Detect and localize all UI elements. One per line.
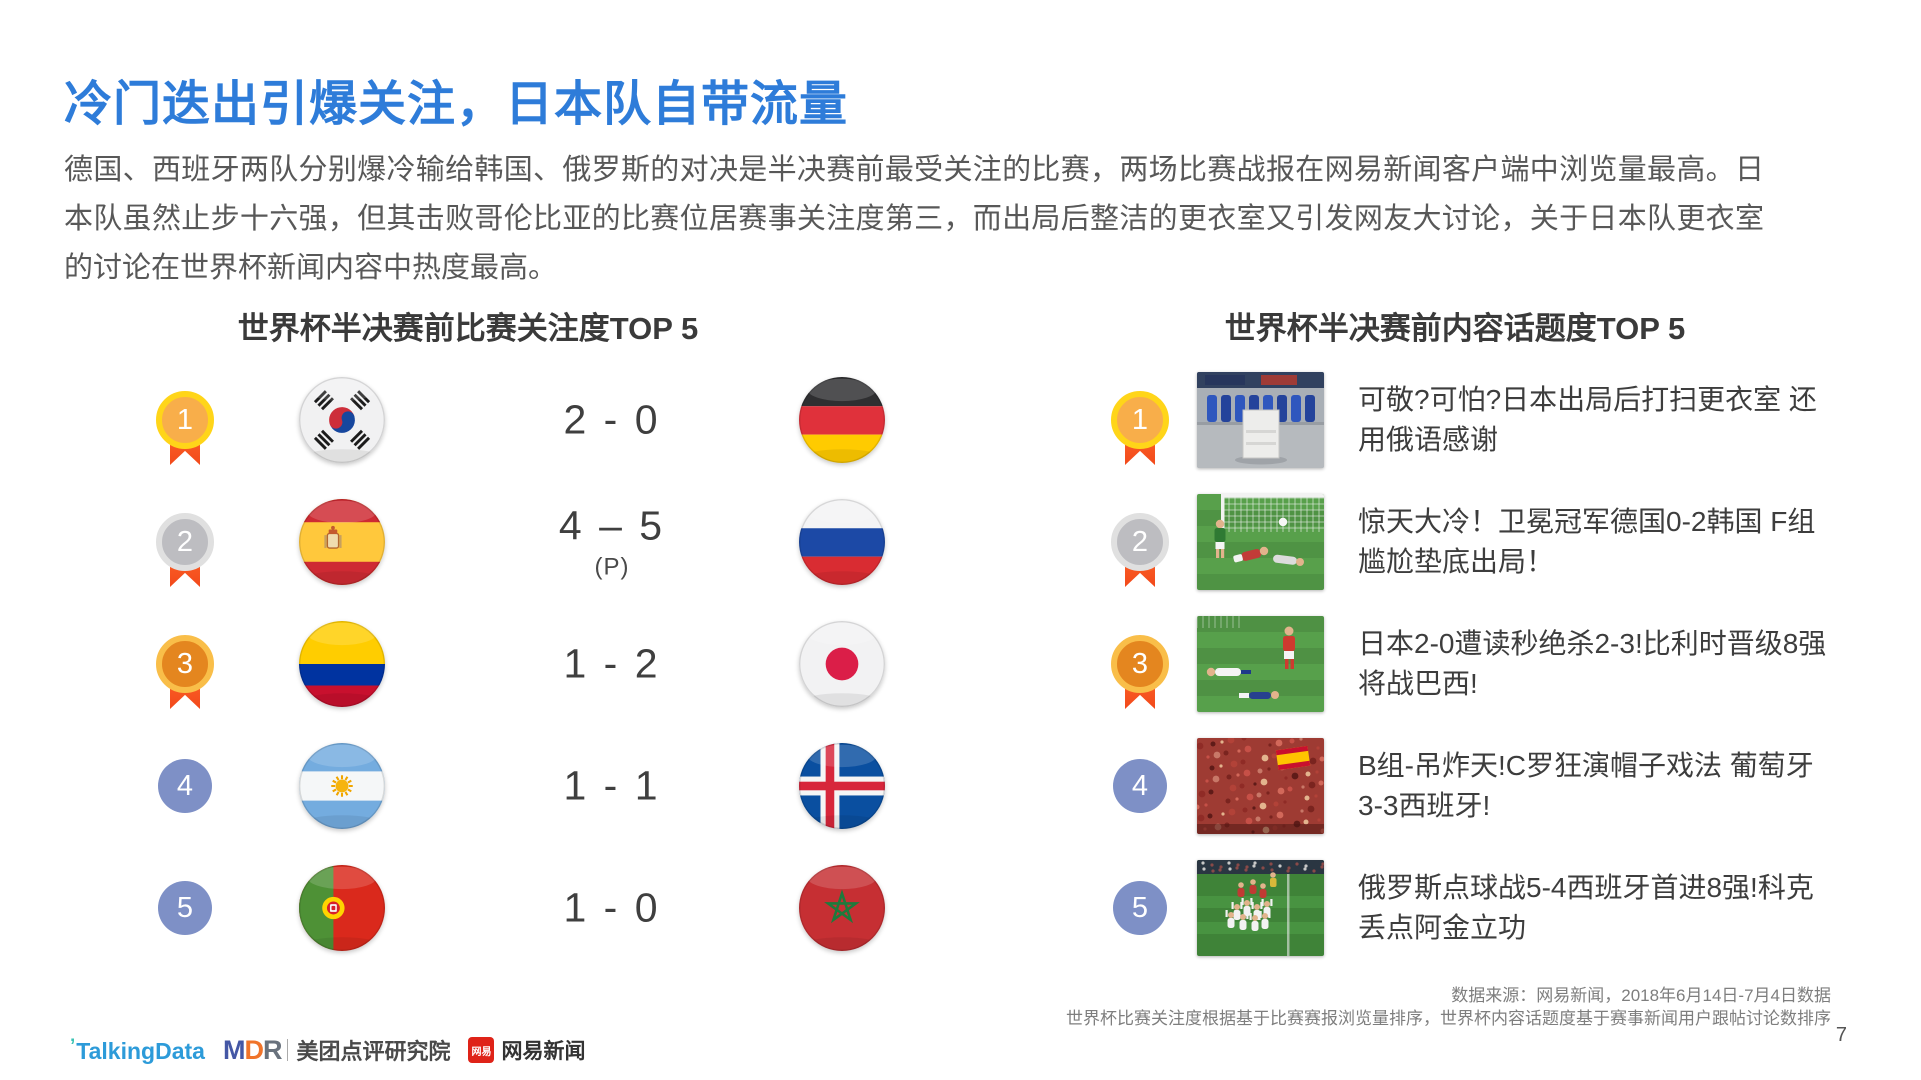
portugal-flag-icon (299, 865, 385, 951)
bronze-medal-icon: 3 (156, 635, 214, 709)
talkingdata-logo-text: TalkingData (76, 1037, 205, 1064)
topic-row: 4 B组-吊炸天!C罗狂演帽子戏法 葡萄牙3-3西班牙! (1090, 725, 1865, 847)
page-number: 7 (1835, 1024, 1847, 1046)
score-text: 4 – 5 (558, 502, 666, 549)
match-score: 1 - 1 (492, 763, 732, 810)
argentina-flag-icon (299, 743, 385, 829)
match-score: 1 - 0 (492, 885, 732, 932)
source-line1: 数据来源：网易新闻，2018年6月14日-7月4日数据 (1451, 986, 1831, 1005)
rank-circle: 4 (158, 759, 212, 813)
topic-row: 3 日本2-0遭读秒绝杀2-3!比利时晋级8强将战巴西! (1090, 603, 1865, 725)
medal-circle: 1 (1111, 391, 1169, 449)
japan-flag-icon (799, 621, 885, 707)
rank-number: 5 (176, 891, 194, 924)
morocco-flag-icon (799, 865, 885, 951)
penalty-note: (P) (594, 553, 630, 581)
silver-medal-icon: 2 (156, 513, 214, 587)
meituan-research-label: 美团点评研究院 (296, 1039, 451, 1064)
rank-number: 1 (176, 403, 194, 436)
rank-number: 2 (1131, 525, 1149, 558)
match-score: 1 - 2 (492, 641, 732, 688)
medal-circle: 2 (156, 513, 214, 571)
logo-divider (287, 1039, 289, 1061)
rank-number: 5 (1131, 891, 1149, 924)
rank-number: 3 (176, 647, 194, 680)
germany-flag-icon (799, 377, 885, 463)
mdr-letter: M (222, 1034, 245, 1065)
mdr-letter: R (262, 1034, 282, 1065)
rank-circle: 5 (158, 881, 212, 935)
meituan-dianping-research-logo: MDR 美团点评研究院 (223, 1034, 451, 1066)
mdr-letter: D (244, 1034, 263, 1065)
rank-circle: 4 (1113, 759, 1167, 813)
score-text: 1 - 0 (563, 884, 661, 931)
iceland-flag-icon (799, 743, 885, 829)
silver-medal-icon: 2 (1111, 513, 1169, 587)
content-topic-top5-list: 1 可敬?可怕?日本出局后打扫更衣室 还用俄语感谢 2 惊天大冷！卫冕冠军德国0-… (1090, 359, 1865, 969)
topic-headline: B组-吊炸天!C罗狂演帽子戏法 葡萄牙3-3西班牙! (1358, 750, 1814, 821)
locker-room-thumbnail (1197, 372, 1324, 468)
page-title: 冷门迭出引爆关注，日本队自带流量 (64, 78, 849, 131)
match-row: 3 1 - 2 (130, 603, 920, 725)
match-row: 4 1 - 1 (130, 725, 920, 847)
medal-circle: 1 (156, 391, 214, 449)
gold-medal-icon: 1 (156, 391, 214, 465)
match-attention-section-title: 世界杯半决赛前比赛关注度TOP 5 (237, 311, 699, 346)
south-korea-flag-icon (299, 377, 385, 463)
score-text: 1 - 2 (563, 640, 661, 687)
colombia-flag-icon (299, 621, 385, 707)
mdr-logo-letters: MDR (223, 1035, 282, 1066)
netease-news-logo: 网易 网易新闻 (468, 1035, 585, 1065)
topic-headline: 可敬?可怕?日本出局后打扫更衣室 还用俄语感谢 (1358, 384, 1817, 455)
netease-news-label: 网易新闻 (501, 1040, 586, 1063)
spain-flag-icon (299, 499, 385, 585)
rank-number: 1 (1131, 403, 1149, 436)
score-text: 2 - 0 (563, 396, 661, 443)
topic-headline: 惊天大冷！卫冕冠军德国0-2韩国 F组尴尬垫底出局！ (1358, 506, 1816, 577)
talkingdata-logo: ’TalkingData (70, 1036, 205, 1065)
japan-belgium-thumbnail (1197, 616, 1324, 712)
rank-number-badge: 4 (156, 757, 214, 815)
intro-paragraph: 德国、西班牙两队分别爆冷输给韩国、俄罗斯的对决是半决赛前最受关注的比赛，两场比赛… (64, 154, 1764, 284)
rank-number-badge: 5 (156, 879, 214, 937)
match-attention-top5-list: 1 2 - 0 2 (130, 359, 920, 969)
rank-circle: 5 (1113, 881, 1167, 935)
russia-flag-icon (799, 499, 885, 585)
match-row: 5 1 - 0 (130, 847, 920, 969)
topic-headline: 俄罗斯点球战5-4西班牙首进8强!科克丢点阿金立功 (1358, 872, 1814, 943)
match-row: 2 4 – 5 (P) (130, 481, 920, 603)
source-line2: 世界杯比赛关注度根据基于比赛赛报浏览量排序，世界杯内容话题度基于赛事新闻用户跟帖… (1066, 1009, 1831, 1028)
match-score: 2 - 0 (492, 397, 732, 444)
russia-celebration-thumbnail (1197, 860, 1324, 956)
germany-korea-goal-thumbnail (1197, 494, 1324, 590)
score-text: 1 - 1 (563, 762, 661, 809)
rank-number-badge: 4 (1111, 757, 1169, 815)
data-source-note: 数据来源：网易新闻，2018年6月14日-7月4日数据 世界杯比赛关注度根据基于… (1066, 984, 1831, 1030)
content-topic-section-title: 世界杯半决赛前内容话题度TOP 5 (1224, 311, 1686, 346)
rank-number: 4 (1131, 769, 1149, 802)
rank-number: 2 (176, 525, 194, 558)
netease-badge-icon: 网易 (468, 1037, 495, 1063)
medal-circle: 3 (156, 635, 214, 693)
match-row: 1 2 - 0 (130, 359, 920, 481)
topic-row: 1 可敬?可怕?日本出局后打扫更衣室 还用俄语感谢 (1090, 359, 1865, 481)
talkingdata-tick-icon: ’ (70, 1035, 76, 1057)
rank-number: 4 (176, 769, 194, 802)
match-score: 4 – 5 (P) (492, 503, 732, 582)
gold-medal-icon: 1 (1111, 391, 1169, 465)
footer-logos: ’TalkingData MDR 美团点评研究院 网易 网易新闻 (70, 1034, 585, 1066)
topic-row: 2 惊天大冷！卫冕冠军德国0-2韩国 F组尴尬垫底出局！ (1090, 481, 1865, 603)
bronze-medal-icon: 3 (1111, 635, 1169, 709)
rank-number-badge: 5 (1111, 879, 1169, 937)
spain-fans-thumbnail (1197, 738, 1324, 834)
medal-circle: 3 (1111, 635, 1169, 693)
medal-circle: 2 (1111, 513, 1169, 571)
topic-headline: 日本2-0遭读秒绝杀2-3!比利时晋级8强将战巴西! (1358, 628, 1827, 699)
topic-row: 5 俄罗斯点球战5-4西班牙首进8强!科克丢点阿金立功 (1090, 847, 1865, 969)
rank-number: 3 (1131, 647, 1149, 680)
